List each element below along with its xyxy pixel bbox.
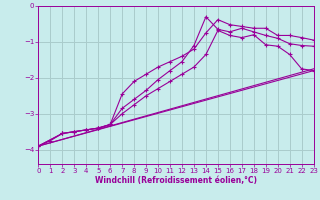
X-axis label: Windchill (Refroidissement éolien,°C): Windchill (Refroidissement éolien,°C)	[95, 176, 257, 185]
